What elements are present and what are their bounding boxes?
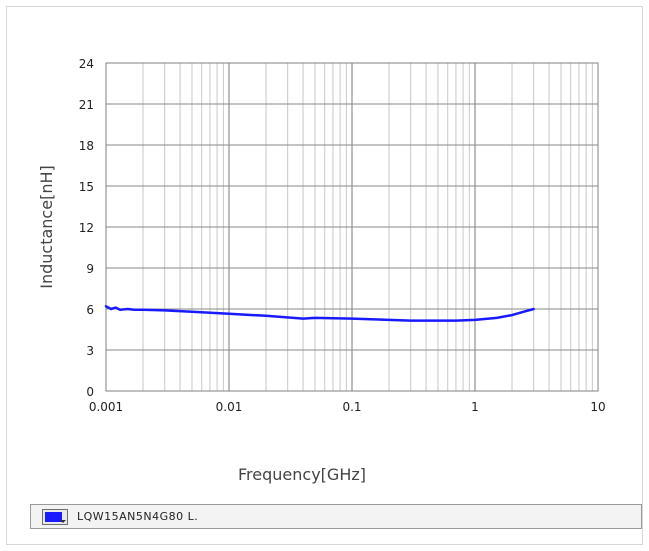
grid bbox=[105, 62, 598, 392]
legend-swatch-fill bbox=[45, 512, 62, 522]
y-tick-label: 18 bbox=[79, 139, 94, 153]
y-tick-label: 6 bbox=[86, 303, 94, 317]
x-tick-label: 0.001 bbox=[89, 400, 123, 414]
series-layer bbox=[104, 305, 535, 322]
y-axis-label: Inductance[nH] bbox=[37, 165, 56, 288]
y-tick-label: 15 bbox=[79, 180, 94, 194]
x-tick-label: 1 bbox=[471, 400, 479, 414]
plot-border bbox=[105, 62, 599, 392]
y-tick-label: 9 bbox=[86, 262, 94, 276]
x-axis-label: Frequency[GHz] bbox=[238, 465, 366, 484]
x-tick-label: 0.1 bbox=[342, 400, 361, 414]
y-tick-label: 24 bbox=[79, 57, 94, 71]
x-tick-label: 10 bbox=[590, 400, 605, 414]
x-tick-label: 0.01 bbox=[216, 400, 243, 414]
legend-series-label: LQW15AN5N4G80 L. bbox=[77, 510, 199, 523]
chart-frame: 0 3 6 9 12 15 18 21 24 0.001 0.01 0.1 1 10 Frequency[… bbox=[6, 6, 643, 545]
dropdown-arrow-icon bbox=[60, 520, 66, 523]
y-tick-label: 3 bbox=[86, 344, 94, 358]
legend-color-picker[interactable] bbox=[42, 509, 68, 525]
y-tick-label: 21 bbox=[79, 98, 94, 112]
series-line bbox=[104, 305, 535, 322]
y-tick-label: 12 bbox=[79, 221, 94, 235]
y-tick-label: 0 bbox=[86, 385, 94, 399]
legend: LQW15AN5N4G80 L. bbox=[30, 504, 642, 529]
tick-labels: 0 3 6 9 12 15 18 21 24 0.001 0.01 0.1 1 10 bbox=[79, 57, 606, 414]
chart-plot: 0 3 6 9 12 15 18 21 24 0.001 0.01 0.1 1 10 Frequency[… bbox=[37, 57, 606, 484]
